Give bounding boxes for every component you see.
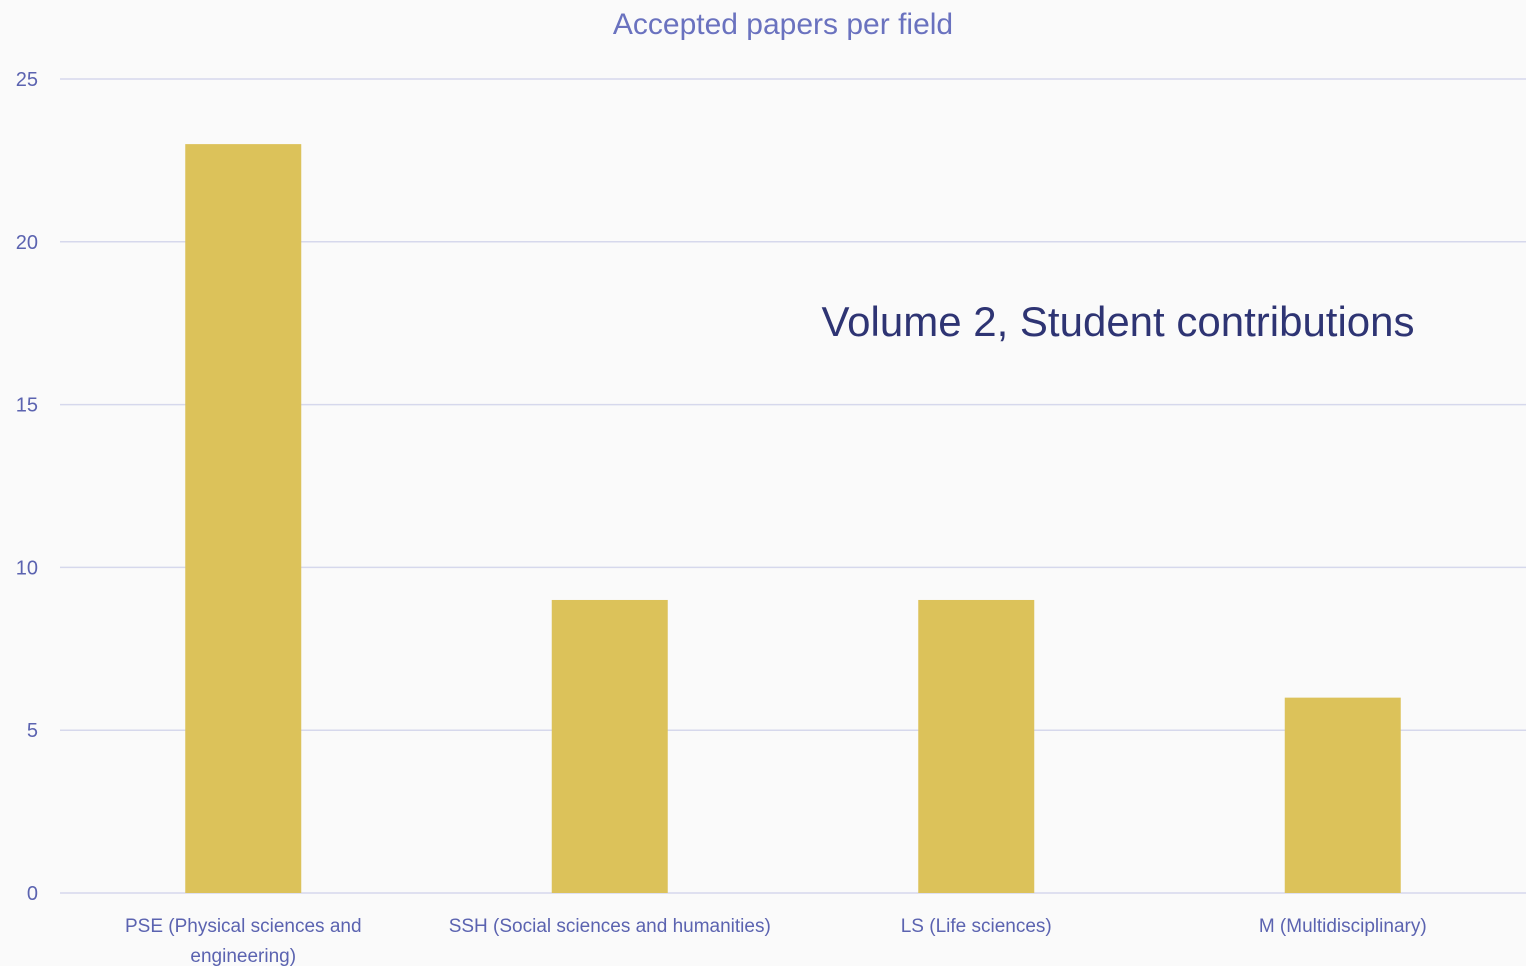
- y-tick-label: 15: [16, 395, 38, 417]
- x-category-label: engineering): [190, 946, 296, 966]
- y-tick-label: 10: [16, 557, 38, 579]
- bar-0: [185, 144, 302, 893]
- grid-lines: [60, 78, 1526, 894]
- bar-2: [918, 599, 1035, 893]
- y-tick-label: 0: [27, 883, 38, 905]
- x-category-label: SSH (Social sciences and humanities): [449, 916, 771, 937]
- bars: [185, 144, 1401, 893]
- y-tick-label: 5: [27, 720, 38, 742]
- bar-3: [1284, 697, 1401, 893]
- y-tick-label: 20: [16, 232, 38, 254]
- x-category-label: M (Multidisciplinary): [1259, 916, 1427, 937]
- x-category-label: PSE (Physical sciences and: [125, 916, 362, 937]
- bar-1: [551, 599, 668, 893]
- chart-title: Accepted papers per field: [613, 8, 953, 41]
- x-axis-labels: PSE (Physical sciences and engineering) SS…: [125, 916, 1427, 966]
- x-category-label: LS (Life sciences): [901, 916, 1052, 937]
- chart-annotation: Volume 2, Student contributions: [821, 298, 1414, 345]
- y-axis-ticks: 0 5 10 15 20 25: [16, 69, 38, 905]
- y-tick-label: 25: [16, 69, 38, 91]
